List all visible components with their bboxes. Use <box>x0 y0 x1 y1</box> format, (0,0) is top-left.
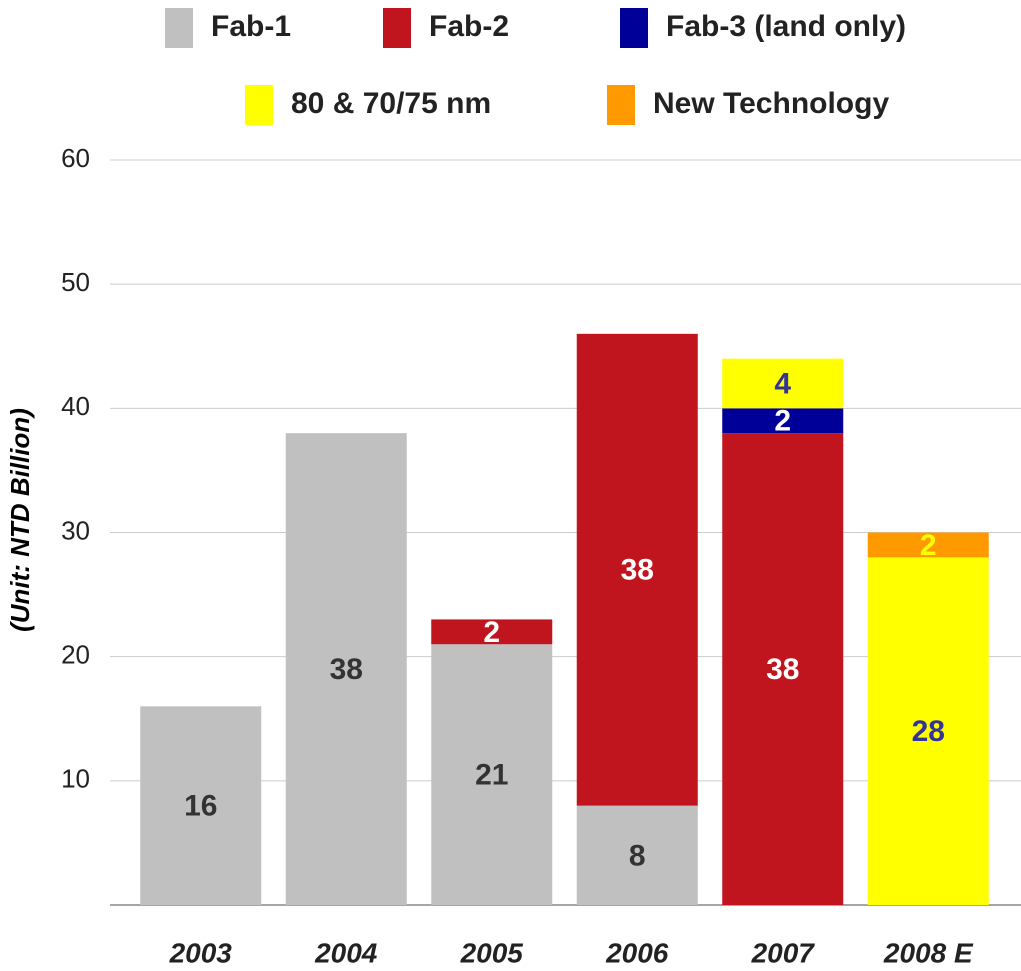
data-label: 38 <box>330 653 363 686</box>
bar-segment <box>867 532 989 558</box>
legend-label: Fab-1 <box>211 10 291 43</box>
x-tick-label: 2007 <box>751 937 816 968</box>
x-tick-label: 2008 E <box>883 937 974 968</box>
y-tick-label: 40 <box>61 391 90 421</box>
bar-segment <box>722 358 844 409</box>
y-tick-label: 20 <box>61 640 90 670</box>
bar-segment <box>285 433 407 905</box>
bar-segment <box>867 557 989 905</box>
x-tick-label: 2003 <box>169 937 233 968</box>
data-label: 38 <box>621 554 654 587</box>
legend-swatch <box>245 85 273 125</box>
y-tick-label: 10 <box>61 764 90 794</box>
data-label: 2 <box>774 405 791 438</box>
x-tick-label: 2006 <box>605 937 669 968</box>
data-label: 2 <box>483 616 500 649</box>
x-tick-label: 2004 <box>314 937 378 968</box>
y-tick-label: 60 <box>61 143 90 173</box>
legend-swatch <box>165 8 193 48</box>
bar-segment <box>722 433 844 905</box>
data-label: 2 <box>920 529 937 562</box>
legend-label: 80 & 70/75 nm <box>291 87 491 120</box>
data-label: 8 <box>629 839 646 872</box>
legend-swatch <box>607 85 635 125</box>
data-label: 28 <box>912 715 945 748</box>
data-label: 16 <box>184 790 217 823</box>
x-tick-label: 2005 <box>460 937 524 968</box>
bar-segment <box>431 619 553 645</box>
legend-label: Fab-2 <box>429 10 509 43</box>
bar-segment <box>140 706 262 905</box>
y-axis-title: (Unit: NTD Billion) <box>5 408 35 632</box>
y-tick-label: 50 <box>61 267 90 297</box>
legend-label: Fab-3 (land only) <box>666 10 906 43</box>
legend-swatch <box>383 8 411 48</box>
data-label: 4 <box>774 367 791 400</box>
bar-segment <box>576 805 698 905</box>
data-label: 21 <box>475 759 508 792</box>
bar-segment <box>722 408 844 434</box>
legend-swatch <box>620 8 648 48</box>
bar-segment <box>431 644 553 905</box>
bar-segment <box>576 333 698 806</box>
data-label: 38 <box>766 653 799 686</box>
y-tick-label: 30 <box>61 515 90 545</box>
legend-label: New Technology <box>653 87 889 120</box>
